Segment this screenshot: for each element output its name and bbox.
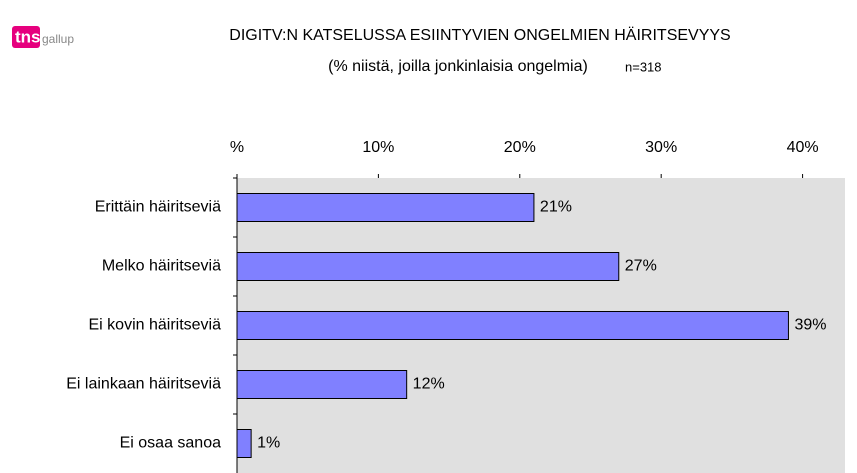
y-tick-label: Ei osaa sanoa [120, 435, 222, 452]
y-tick-label: Ei lainkaan häiritseviä [66, 376, 221, 393]
y-tick-label: Ei kovin häiritseviä [89, 317, 222, 334]
y-tick-label: Erittäin häiritseviä [95, 199, 221, 216]
bar [236, 370, 408, 399]
logo-brand: tns [15, 27, 41, 46]
chart-subtitle: (% niistä, joilla jonkinlaisia ongelmia) [328, 58, 588, 75]
bar [236, 193, 535, 222]
y-tick-label: Melko häiritseviä [102, 258, 221, 275]
bar [236, 429, 252, 458]
logo-badge [12, 26, 40, 48]
data-label: 12% [413, 376, 445, 393]
x-tick-label: % [230, 139, 244, 156]
x-tick-label: 20% [504, 139, 536, 156]
chart-note: n=318 [625, 59, 662, 74]
data-label: 39% [794, 317, 826, 334]
data-label: 1% [257, 435, 280, 452]
x-tick-label: 40% [787, 139, 819, 156]
logo-sub: gallup [42, 32, 74, 46]
x-tick-label: 30% [645, 139, 677, 156]
bar [236, 311, 789, 340]
chart-title: DIGITV:N KATSELUSSA ESIINTYVIEN ONGELMIE… [229, 26, 730, 44]
bar [236, 252, 620, 281]
data-label: 27% [625, 258, 657, 275]
x-tick-label: 10% [362, 139, 394, 156]
data-label: 21% [540, 199, 572, 216]
